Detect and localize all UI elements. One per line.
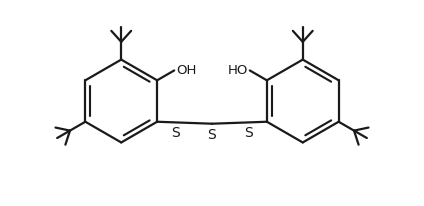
Text: S: S [208, 128, 216, 142]
Text: HO: HO [227, 64, 248, 77]
Text: OH: OH [176, 64, 197, 77]
Text: S: S [171, 126, 180, 140]
Text: S: S [244, 126, 253, 140]
